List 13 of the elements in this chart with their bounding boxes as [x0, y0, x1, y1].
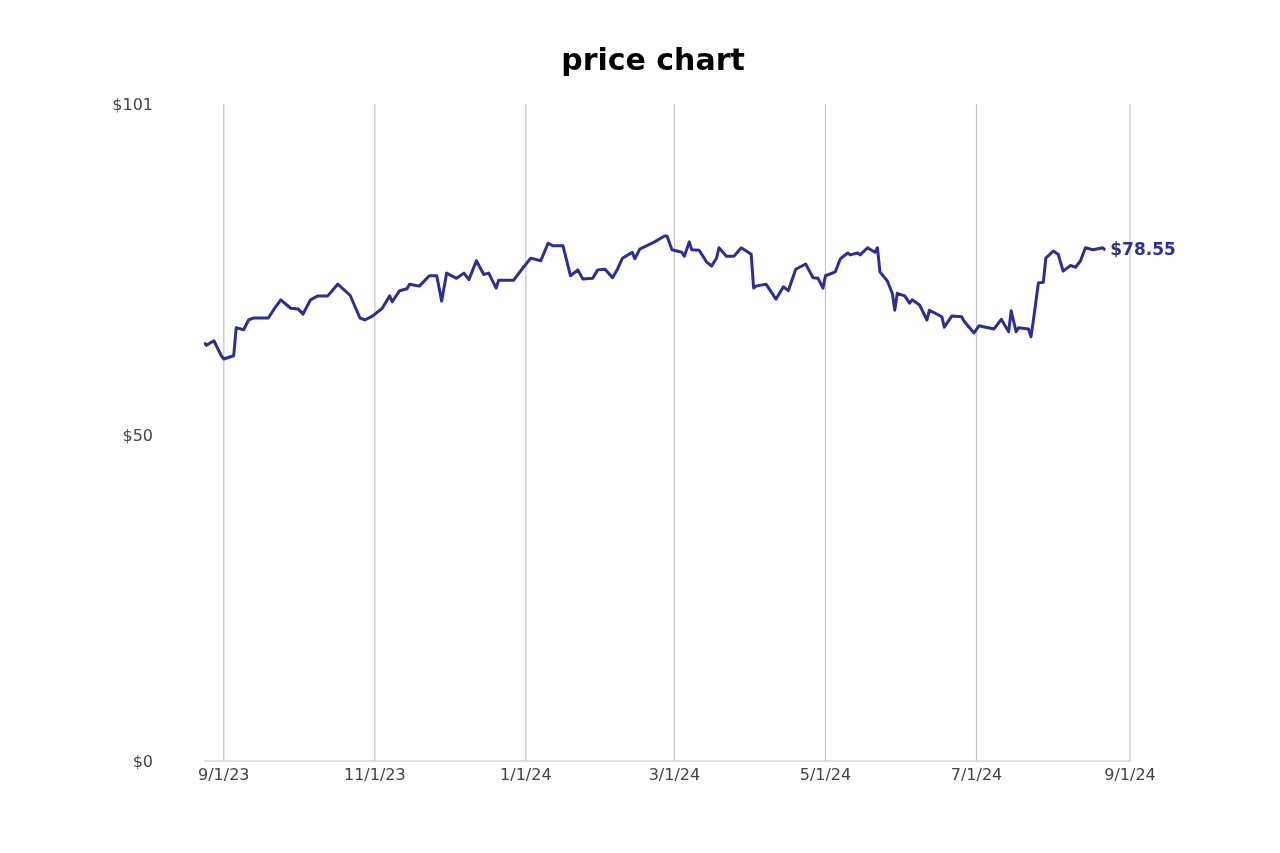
y-tick-label: $0 — [132, 751, 153, 771]
y-tick-label: $101 — [112, 94, 153, 114]
x-tick-label: 9/1/24 — [1104, 765, 1156, 785]
x-tick-label: 1/1/24 — [500, 765, 552, 785]
line-series — [204, 234, 1107, 361]
x-tick-label: 5/1/24 — [799, 765, 852, 785]
annotation: $78.55 — [1110, 239, 1176, 260]
x-tick-label: 11/1/23 — [344, 765, 406, 785]
x-tick-label: 9/1/23 — [198, 765, 250, 785]
x-tick-label: 3/1/24 — [648, 765, 701, 785]
y-tick-label: $50 — [122, 426, 153, 446]
chart-title: price chart — [560, 42, 746, 77]
x-tick-label: 7/1/24 — [950, 765, 1003, 785]
